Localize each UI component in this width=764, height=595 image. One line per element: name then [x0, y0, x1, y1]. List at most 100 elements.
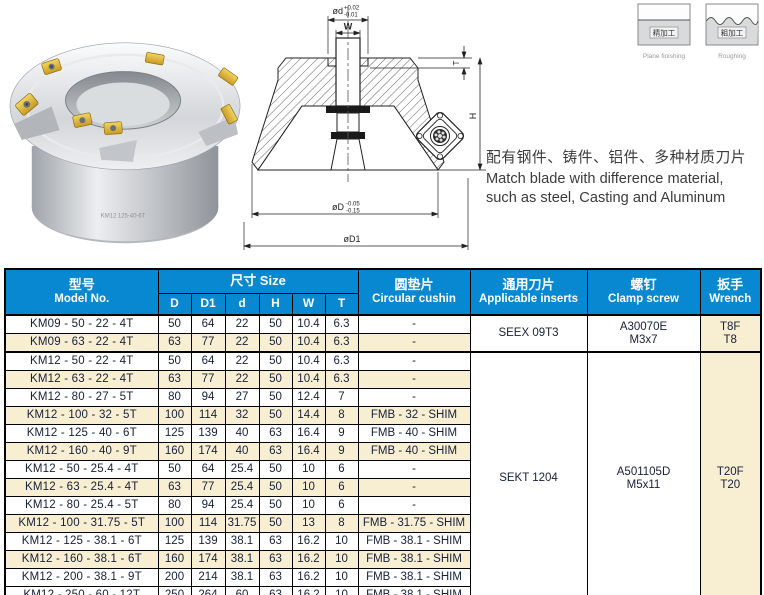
cushion-cell: -: [357, 370, 471, 389]
cushion-cell: -: [357, 388, 471, 407]
size-cell: 10.4: [291, 314, 326, 334]
model-cell: KM12 - 100 - 31.75 - 5T: [4, 514, 159, 533]
size-cell: 63: [258, 442, 293, 461]
model-cell: KM12 - 200 - 38.1 - 9T: [4, 568, 159, 587]
wrench-cell: T20F T20: [699, 351, 762, 595]
size-cell: 174: [190, 550, 226, 569]
cushion-cell: -: [357, 460, 471, 479]
dim-D1-label: øD1: [343, 234, 360, 244]
size-cell: 31.75: [224, 514, 260, 533]
size-cell: 63: [157, 478, 192, 497]
size-cell: 63: [258, 424, 293, 443]
size-cell: 6: [324, 460, 359, 479]
model-cell: KM12 - 50 - 22 - 4T: [4, 351, 159, 371]
size-cell: 125: [157, 424, 192, 443]
description-line-en: Match blade with difference material,: [486, 171, 724, 187]
size-cell: 25.4: [224, 460, 260, 479]
size-cell: 94: [190, 388, 226, 407]
model-cell: KM12 - 160 - 40 - 9T: [4, 442, 159, 461]
col-header-screw-zh: 螺钉: [630, 277, 657, 293]
col-header-model-zh: 型号: [68, 277, 95, 293]
size-cell: 50: [258, 333, 293, 353]
size-cell: 16.4: [291, 442, 326, 461]
cushion-cell: FMB - 40 - SHIM: [357, 442, 471, 461]
carbide-insert: [15, 93, 39, 116]
carbide-insert: [145, 52, 165, 66]
col-header-inserts-en: Applicable inserts: [478, 292, 579, 305]
size-cell: 16.4: [291, 424, 326, 443]
table-row: KM12 - 100 - 31.75 - 5T 100 114 31.75 50 13 8 F…: [4, 514, 761, 533]
cushion-cell: FMB - 40 - SHIM: [357, 424, 471, 443]
size-cell: 50: [258, 478, 293, 497]
table-row: KM12 - 100 - 32 - 5T 100 114 32 50 14.4 8 FMB -…: [4, 406, 761, 425]
table-row: KM12 - 160 - 40 - 9T 160 174 40 63 16.4 9 FMB -…: [4, 442, 761, 461]
dim-w-label: W: [344, 22, 353, 32]
table-row: KM12 - 80 - 25.4 - 5T 80 94 25.4 50 10 6-: [4, 496, 761, 515]
inserts-cell: SEEX 09T3: [469, 314, 588, 353]
size-cell: 264: [190, 586, 226, 595]
size-cell: 38.1: [224, 550, 260, 569]
model-cell: KM12 - 125 - 40 - 6T: [4, 424, 159, 443]
spec-table-body: KM09 - 50 - 22 - 4T 50 64 22 50 10.4 6.3- SEEX …: [4, 314, 762, 595]
model-cell: KM12 - 250 - 60 - 12T: [4, 586, 159, 595]
size-cell: 77: [190, 333, 226, 353]
cushion-cell: FMB - 38.1 - SHIM: [357, 532, 471, 551]
col-header-wrench-en: Wrench: [709, 292, 752, 305]
size-cell: 16.2: [291, 568, 326, 587]
dim-D-tol-dn: -0.15: [346, 209, 360, 215]
cushion-cell: -: [357, 496, 471, 515]
size-cell: 10.4: [291, 370, 326, 389]
cushion-cell: -: [357, 478, 471, 497]
col-header-cushion-zh: 圆垫片: [394, 277, 434, 293]
col-header-size: 尺寸 Size: [157, 268, 359, 294]
roughing-caption: Roughing: [718, 53, 746, 60]
size-cell: 38.1: [224, 568, 260, 587]
carbide-insert: [103, 121, 123, 135]
size-cell: 114: [190, 406, 226, 425]
bore-step: [327, 58, 336, 67]
size-cell: 13: [291, 514, 326, 533]
cutter-bottom: [31, 173, 219, 242]
dim-D-label: øD: [332, 202, 344, 212]
col-header-cushion: 圆垫片 Circular cushin: [357, 268, 471, 316]
roughing-icon: 粗加工 Roughing: [702, 2, 762, 60]
cushion-cell: FMB - 32 - SHIM: [357, 406, 471, 425]
table-row: KM09 - 63 - 22 - 4T 63 77 22 50 10.4 6.3-: [4, 333, 761, 353]
carbide-insert: [72, 112, 93, 128]
size-cell: 63: [258, 568, 293, 587]
size-cell: 139: [190, 424, 226, 443]
chip-pocket: [99, 140, 137, 162]
machining-type-icons: 精加工 Plane finishing 粗加工 Roughing: [634, 2, 762, 60]
size-cell: 40: [224, 442, 260, 461]
spec-table: 型号 Model No. 尺寸 Size 圆垫片 Circular cushin…: [4, 268, 762, 595]
size-cell: 10: [291, 496, 326, 515]
size-cell: 32: [224, 406, 260, 425]
size-cell: 200: [157, 568, 192, 587]
size-cell: 63: [258, 550, 293, 569]
size-cell: 38.1: [224, 532, 260, 551]
bore-step: [360, 58, 369, 67]
carbide-insert: [220, 104, 238, 125]
model-cell: KM12 - 125 - 38.1 - 6T: [4, 532, 159, 551]
description-line-zh: 配有钢件、铸件、铝件、多种材质刀片: [486, 150, 747, 166]
col-header-screw-en: Clamp screw: [608, 292, 679, 305]
chip-pocket: [13, 106, 60, 141]
size-cell: 160: [157, 550, 192, 569]
size-cell: 10: [291, 478, 326, 497]
plane-finishing-caption: Plane finishing: [642, 53, 686, 60]
col-header-size-label: 尺寸 Size: [230, 273, 286, 289]
size-cell: 77: [190, 370, 226, 389]
size-cell: 6: [324, 478, 359, 497]
screw-cell: A30070E M3x7: [586, 314, 701, 353]
size-cell: 6.3: [324, 370, 359, 389]
model-cell: KM12 - 100 - 32 - 5T: [4, 406, 159, 425]
model-cell: KM12 - 80 - 27 - 5T: [4, 388, 159, 407]
roughing-label-zh: 粗加工: [721, 28, 744, 38]
model-cell: KM12 - 63 - 22 - 4T: [4, 370, 159, 389]
wrench-cell: T8F T8: [699, 314, 762, 353]
product-photo: KM12 125-40-6T: [9, 42, 241, 244]
model-cell: KM12 - 160 - 38.1 - 6T: [4, 550, 159, 569]
cushion-cell: FMB - 38.1 - SHIM: [357, 586, 471, 595]
model-cell: KM09 - 63 - 22 - 4T: [4, 333, 159, 353]
